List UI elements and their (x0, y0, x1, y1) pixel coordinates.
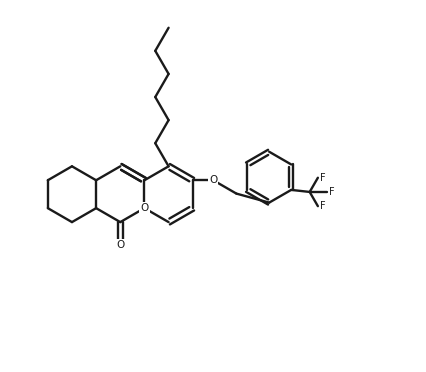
Text: F: F (319, 173, 325, 183)
Text: O: O (116, 240, 124, 250)
Text: F: F (328, 187, 334, 197)
Text: F: F (319, 201, 325, 211)
Text: O: O (140, 203, 148, 213)
Text: O: O (209, 175, 217, 185)
